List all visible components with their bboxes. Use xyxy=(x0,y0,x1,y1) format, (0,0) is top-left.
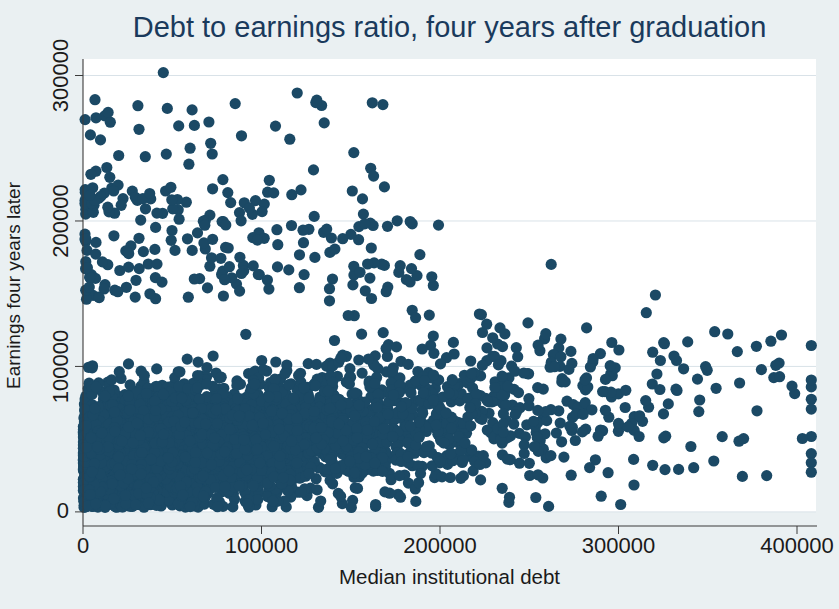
svg-text:100000: 100000 xyxy=(48,330,73,403)
svg-text:200000: 200000 xyxy=(403,533,476,558)
svg-text:Median institutional debt: Median institutional debt xyxy=(339,565,560,588)
svg-text:400000: 400000 xyxy=(760,533,833,558)
svg-text:Earnings four years later: Earnings four years later xyxy=(3,181,24,389)
svg-text:300000: 300000 xyxy=(48,39,73,112)
svg-text:200000: 200000 xyxy=(48,184,73,257)
svg-text:100000: 100000 xyxy=(225,533,298,558)
svg-text:0: 0 xyxy=(57,498,69,523)
svg-text:300000: 300000 xyxy=(582,533,655,558)
svg-text:Debt to earnings ratio, four y: Debt to earnings ratio, four years after… xyxy=(133,11,767,43)
svg-text:0: 0 xyxy=(77,533,89,558)
